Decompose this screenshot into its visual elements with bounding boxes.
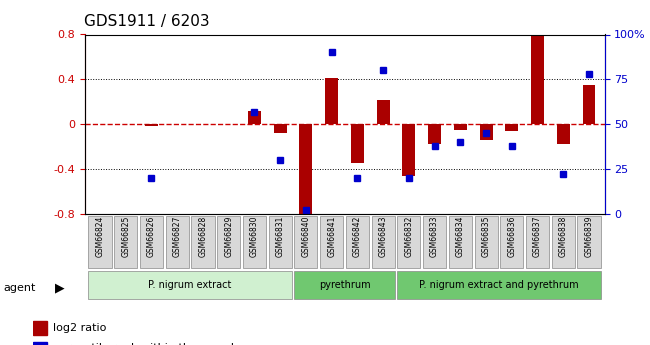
- FancyBboxPatch shape: [294, 216, 317, 268]
- Bar: [351, 124, 364, 164]
- Text: GSM66842: GSM66842: [353, 216, 362, 257]
- Bar: [377, 99, 389, 124]
- Text: GSM66835: GSM66835: [482, 216, 491, 257]
- FancyBboxPatch shape: [577, 216, 601, 268]
- Text: agent: agent: [3, 283, 36, 293]
- Bar: [32, 321, 47, 335]
- Bar: [428, 124, 441, 144]
- Bar: [582, 85, 595, 124]
- Text: GSM66832: GSM66832: [404, 216, 413, 257]
- FancyBboxPatch shape: [320, 216, 343, 268]
- Text: pyrethrum: pyrethrum: [318, 280, 370, 289]
- Text: GSM66836: GSM66836: [508, 216, 516, 257]
- Text: GDS1911 / 6203: GDS1911 / 6203: [84, 14, 210, 29]
- Text: GSM66838: GSM66838: [559, 216, 568, 257]
- Text: GSM66839: GSM66839: [584, 216, 593, 257]
- Text: percentile rank within the sample: percentile rank within the sample: [53, 344, 241, 345]
- FancyBboxPatch shape: [88, 271, 292, 298]
- Bar: [145, 124, 158, 126]
- Text: GSM66833: GSM66833: [430, 216, 439, 257]
- Bar: [325, 78, 338, 124]
- Text: P. nigrum extract and pyrethrum: P. nigrum extract and pyrethrum: [419, 280, 578, 289]
- FancyBboxPatch shape: [372, 216, 395, 268]
- Text: log2 ratio: log2 ratio: [53, 323, 107, 333]
- Bar: [506, 124, 518, 131]
- FancyBboxPatch shape: [448, 216, 472, 268]
- FancyBboxPatch shape: [191, 216, 214, 268]
- Text: GSM66831: GSM66831: [276, 216, 285, 257]
- FancyBboxPatch shape: [397, 216, 421, 268]
- Bar: [454, 124, 467, 130]
- Bar: [32, 342, 47, 345]
- FancyBboxPatch shape: [526, 216, 549, 268]
- FancyBboxPatch shape: [474, 216, 498, 268]
- FancyBboxPatch shape: [166, 216, 188, 268]
- FancyBboxPatch shape: [346, 216, 369, 268]
- Bar: [402, 124, 415, 176]
- FancyBboxPatch shape: [552, 216, 575, 268]
- FancyBboxPatch shape: [217, 216, 240, 268]
- Text: GSM66825: GSM66825: [121, 216, 130, 257]
- FancyBboxPatch shape: [243, 216, 266, 268]
- Bar: [531, 32, 544, 124]
- Text: GSM66830: GSM66830: [250, 216, 259, 257]
- Text: GSM66834: GSM66834: [456, 216, 465, 257]
- FancyBboxPatch shape: [140, 216, 163, 268]
- Text: GSM66829: GSM66829: [224, 216, 233, 257]
- FancyBboxPatch shape: [88, 216, 112, 268]
- FancyBboxPatch shape: [268, 216, 292, 268]
- Bar: [274, 124, 287, 133]
- FancyBboxPatch shape: [397, 271, 601, 298]
- Text: GSM66840: GSM66840: [302, 216, 311, 257]
- FancyBboxPatch shape: [423, 216, 446, 268]
- Text: P. nigrum extract: P. nigrum extract: [148, 280, 232, 289]
- FancyBboxPatch shape: [114, 216, 137, 268]
- Bar: [480, 124, 493, 140]
- Text: ▶: ▶: [55, 282, 65, 295]
- FancyBboxPatch shape: [294, 271, 395, 298]
- Text: GSM66828: GSM66828: [198, 216, 207, 257]
- Text: GSM66841: GSM66841: [327, 216, 336, 257]
- Text: GSM66827: GSM66827: [173, 216, 181, 257]
- Bar: [300, 124, 312, 216]
- Text: GSM66824: GSM66824: [96, 216, 105, 257]
- Text: GSM66826: GSM66826: [147, 216, 156, 257]
- Text: GSM66837: GSM66837: [533, 216, 542, 257]
- Text: GSM66843: GSM66843: [378, 216, 387, 257]
- Bar: [557, 124, 570, 144]
- FancyBboxPatch shape: [500, 216, 523, 268]
- Bar: [248, 111, 261, 124]
